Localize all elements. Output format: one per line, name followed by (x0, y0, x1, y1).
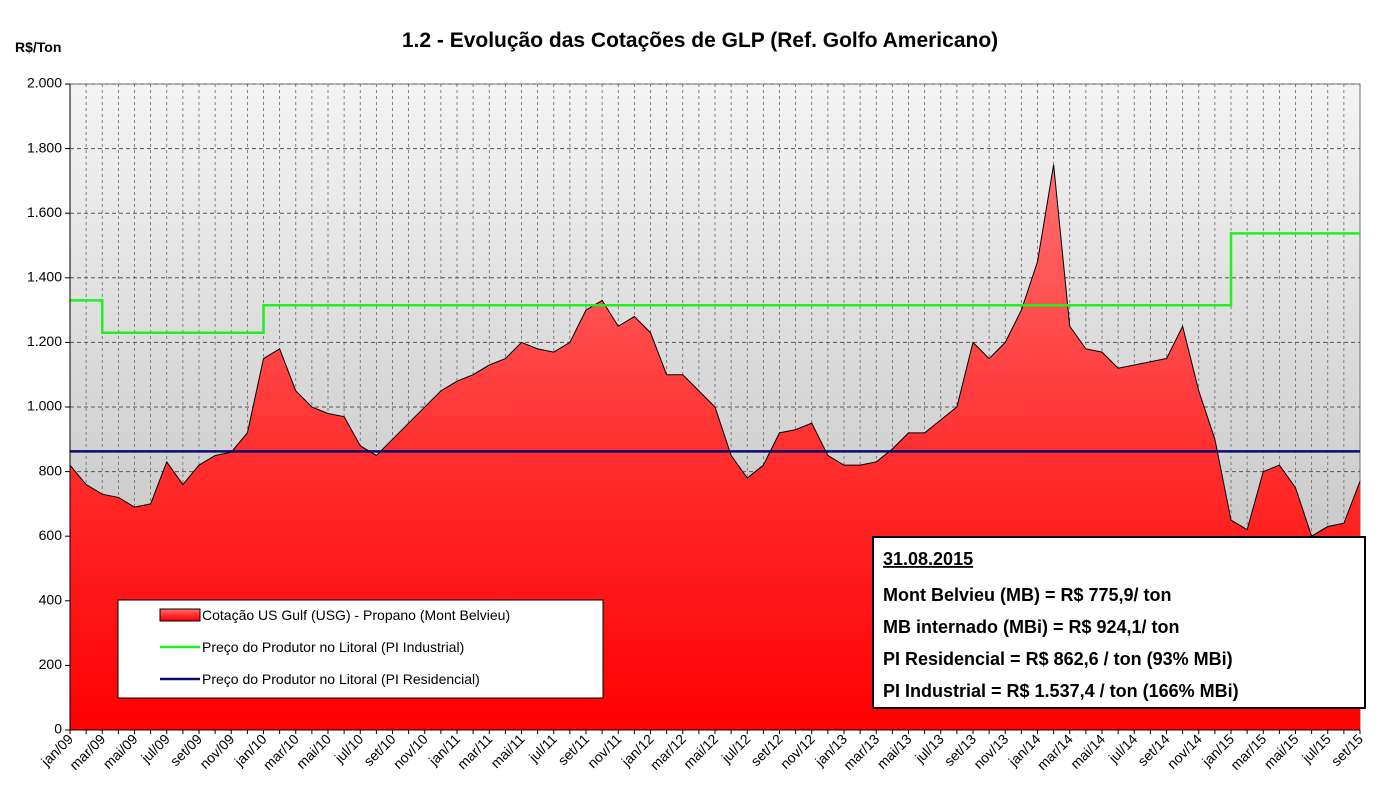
y-tick-label: 200 (39, 656, 63, 672)
y-tick-label: 1.000 (27, 398, 62, 414)
y-tick-label: 0 (54, 721, 62, 737)
x-tick-label: jul/09 (137, 731, 173, 767)
x-tick-label: jul/13 (911, 731, 947, 767)
x-tick-label: mar/12 (647, 731, 689, 773)
x-tick-label: jul/14 (1105, 731, 1141, 767)
x-tick-label: mar/14 (1034, 731, 1076, 773)
annotation-date: 31.08.2015 (883, 549, 973, 569)
legend-label: Preço do Produtor no Litoral (PI Residen… (202, 671, 480, 687)
y-tick-label: 2.000 (27, 75, 62, 91)
x-tick-label: mai/12 (680, 731, 721, 772)
x-tick-label: nov/13 (970, 731, 1011, 772)
area-line (69, 164, 1361, 537)
y-axis-label: R$/Ton (15, 39, 61, 55)
legend-label: Cotação US Gulf (USG) - Propano (Mont Be… (202, 607, 510, 623)
x-tick-label: jul/15 (1298, 731, 1334, 767)
x-tick-label: mar/09 (66, 731, 108, 773)
x-tick-label: nov/14 (1164, 731, 1205, 772)
annotation-line: PI Residencial = R$ 862,6 / ton (93% MBi… (883, 649, 1233, 669)
x-tick-label: nov/09 (196, 731, 237, 772)
annotation-line: Mont Belvieu (MB) = R$ 775,9/ ton (883, 585, 1172, 605)
x-tick-label: mai/15 (1261, 731, 1302, 772)
annotation-line: MB internado (MBi) = R$ 924,1/ ton (883, 617, 1180, 637)
legend-swatch (159, 608, 201, 622)
annotation-line: PI Industrial = R$ 1.537,4 / ton (166% M… (883, 681, 1239, 701)
x-tick-label: mar/13 (840, 731, 882, 773)
annotation: 31.08.2015 Mont Belvieu (MB) = R$ 775,9/… (872, 536, 1366, 709)
x-tick-label: set/15 (1328, 731, 1366, 769)
x-tick-label: mai/14 (1067, 731, 1108, 772)
x-tick-label: mai/10 (293, 731, 334, 772)
x-tick-label: mar/15 (1227, 731, 1269, 773)
annotation-box (872, 536, 1366, 709)
y-tick-label: 1.600 (27, 204, 62, 220)
y-tick-label: 1.800 (27, 139, 62, 155)
x-tick-label: mai/13 (874, 731, 915, 772)
y-tick-label: 600 (39, 527, 63, 543)
chart-title: 1.2 - Evolução das Cotações de GLP (Ref.… (402, 29, 998, 52)
legend: Cotação US Gulf (USG) - Propano (Mont Be… (117, 599, 604, 699)
x-tick-label: nov/11 (584, 731, 624, 771)
line (70, 232, 1360, 334)
x-tick-label: mai/09 (100, 731, 141, 772)
y-tick-label: 400 (39, 592, 63, 608)
x-tick-label: mar/11 (454, 731, 496, 773)
y-tick-label: 800 (39, 462, 63, 478)
y-tick-label: 1.200 (27, 333, 62, 349)
x-tick-label: jul/11 (525, 731, 560, 766)
x-tick-label: nov/10 (390, 731, 431, 772)
x-tick-label: jul/10 (331, 731, 367, 767)
x-tick-label: mar/10 (260, 731, 302, 773)
x-tick-label: mai/11 (487, 731, 527, 771)
x-tick-label: nov/12 (777, 731, 818, 772)
y-tick-label: 1.400 (27, 269, 62, 285)
x-tick-label: jul/12 (718, 731, 754, 767)
legend-label: Preço do Produtor no Litoral (PI Industr… (202, 639, 464, 655)
